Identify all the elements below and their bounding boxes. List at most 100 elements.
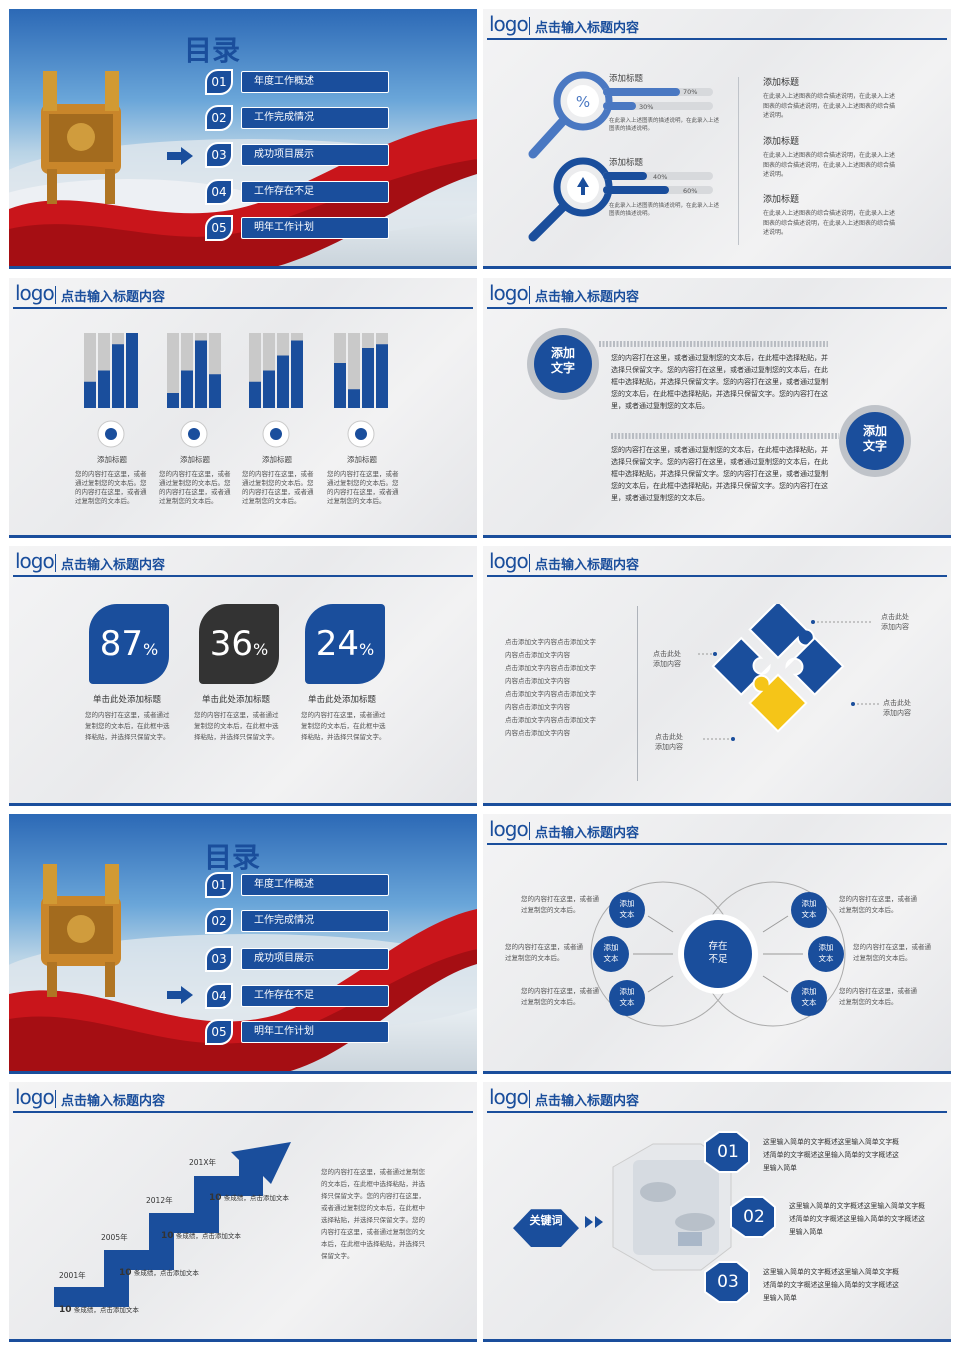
toc-num: 02 (205, 908, 233, 934)
logo: logo (489, 12, 529, 36)
logo: logo (489, 281, 529, 305)
side-title: 添加标题 (763, 78, 800, 88)
bar (126, 333, 138, 408)
divider (637, 606, 638, 781)
slide-title: 点击输入标题内容 (61, 558, 166, 573)
venn-graphic (590, 881, 846, 1027)
percent-unit: % (253, 640, 269, 659)
venn-text: 您的内容打在这里，或者通过复制您的文本后。 (505, 943, 583, 962)
slide-header: logo 点击输入标题内容 (483, 9, 951, 40)
slide-header: logo 点击输入标题内容 (9, 1082, 477, 1113)
magnifier-desc: 在此录入上述图表的描述说明，在此录入上述图表的描述说明。 (609, 118, 720, 132)
venn-text: 您的内容打在这里，或者通过复制您的文本后。 (839, 895, 917, 914)
toc-label: 成功项目展示 (241, 144, 389, 166)
percent-title: 单击此处添加标题 (308, 695, 377, 705)
group-text: 您的内容打在这里，或者通过复制您的文本后。您的内容打在这里，或者通过复制您的文本… (159, 470, 231, 505)
bar-label: 60% (683, 187, 698, 195)
keyword-label: 关键词 (529, 1214, 563, 1227)
progress-bar-fill (603, 88, 680, 96)
right-arrow-icon (167, 147, 193, 165)
slide-title: 点击输入标题内容 (535, 826, 640, 841)
stair-num: 10 (119, 1268, 132, 1278)
slide-toc-2[interactable]: 目录 01 年度工作概述 02 工作完成情况 03 成功项目展示 04 工作存在不足 0… (9, 814, 477, 1074)
toc-num: 05 (205, 215, 233, 241)
toc-label: 明年工作计划 (241, 217, 389, 239)
hex-text: 这里输入简单的文字概述这里输入简单文字概述简单的文字概述这里输入简单的文字概述这… (789, 1202, 925, 1236)
magnifier-desc: 在此录入上述图表的描述说明，在此录入上述图表的描述说明。 (609, 203, 720, 217)
puzzle-label: 点击此处 添加内容 (655, 733, 683, 751)
magnifier-bars (603, 88, 713, 194)
slide-toc-1[interactable]: 目录 01 年度工作概述 02 工作完成情况 03 成功项目展示 04 工作存在不足 0… (9, 9, 477, 269)
slide-header: logo 点击输入标题内容 (9, 546, 477, 577)
group-title: 添加标题 (262, 455, 292, 464)
hex-graphic (513, 1131, 776, 1303)
bar (98, 370, 110, 408)
stairs-graphic (54, 1142, 291, 1307)
slide-header: logo 点击输入标题内容 (483, 1082, 951, 1113)
slide-bars[interactable]: logo 点击输入标题内容 添加标题 您的内容打在这里，或者通过复制您的文本后。… (9, 278, 477, 538)
toc-label: 成功项目展示 (241, 948, 389, 970)
divider (738, 77, 739, 245)
stair-item: 10 条成绩，点击添加文本 (119, 1267, 199, 1279)
circle-decor (527, 328, 911, 477)
bar (291, 340, 303, 408)
percent-card: 87% (89, 604, 169, 684)
logo: logo (489, 817, 529, 841)
percent-title: 单击此处添加标题 (202, 695, 271, 705)
toc-label: 工作存在不足 (241, 181, 389, 203)
year-label: 2001年 (59, 1271, 86, 1280)
percent-card: 36% (199, 604, 279, 684)
toc-num: 05 (205, 1019, 233, 1045)
percent-value: 87 (99, 624, 144, 664)
stair-item: 10 条成绩，点击添加文本 (161, 1230, 241, 1242)
paragraph: 您的内容打在这里，或者通过复制您的文本后，在此框中选择粘贴，并选择只保留文字。您… (611, 446, 828, 502)
percent-text: 您的内容打在这里，或者通过复制您的文本后，在此框中选择粘贴，并选择只保留文字。 (301, 711, 386, 741)
group-title: 添加标题 (180, 455, 210, 464)
toc-label: 年度工作概述 (241, 71, 389, 93)
bar-groups (84, 333, 388, 448)
stair-text: 条成绩，点击添加文本 (223, 1194, 289, 1202)
group-title: 添加标题 (97, 455, 127, 464)
slide-title: 点击输入标题内容 (535, 290, 640, 305)
puzzle-leaders (698, 620, 881, 741)
toc-label: 明年工作计划 (241, 1021, 389, 1043)
percent-icon: % (576, 93, 590, 111)
toc-num: 03 (205, 142, 233, 168)
bar (249, 381, 261, 408)
venn-text: 您的内容打在这里，或者通过复制您的文本后。 (521, 895, 599, 914)
side-text: 在此录入上述图表的综合描述说明，在此录入上述图表的综合描述说明，在此录入上述图表… (763, 152, 896, 178)
puzzle-label: 点击此处 添加内容 (653, 650, 681, 668)
percent-text: 您的内容打在这里，或者通过复制您的文本后，在此框中选择粘贴，并选择只保留文字。 (194, 711, 279, 741)
stair-text: 条成绩，点击添加文本 (133, 1269, 199, 1277)
puzzle-graphic (711, 604, 845, 733)
slide-circle-text[interactable]: logo 点击输入标题内容 添加 文字 添加 文字 您的内容打在这里，或者通过复… (483, 278, 951, 538)
slide-stairs[interactable]: logo 点击输入标题内容 2001年 2005年 2012年 201X年 10… (9, 1082, 477, 1342)
slide-percents[interactable]: logo 点击输入标题内容 87% 36% 24% 单击此处添加标题 您的内容打… (9, 546, 477, 806)
bar (112, 344, 124, 408)
toc-label: 工作完成情况 (241, 910, 389, 932)
magnifier-title-2: 添加标题 (609, 158, 644, 168)
toc-num: 02 (205, 105, 233, 131)
stair-item: 10 条成绩，点击添加文本 (209, 1192, 289, 1204)
stair-item: 10 条成绩，点击添加文本 (59, 1304, 139, 1316)
percent-card: 24% (305, 604, 385, 684)
upload-icon (577, 177, 589, 195)
bar (362, 348, 374, 408)
slide-puzzle[interactable]: logo 点击输入标题内容 点击添加文字内容点击添加文字 内容点击添加文字内容 点… (483, 546, 951, 806)
slide-header: logo 点击输入标题内容 (483, 278, 951, 309)
logo: logo (15, 1085, 55, 1109)
bar (348, 389, 360, 408)
right-arrow-icon (167, 986, 193, 1004)
venn-node: 添加 文本 (619, 987, 635, 1007)
bar (167, 393, 179, 408)
slide-magnifier[interactable]: logo 点击输入标题内容 % 添加标题 70% 30% 在此录入上述图表的描述… (483, 9, 951, 269)
stair-text: 条成绩，点击添加文本 (73, 1306, 139, 1314)
bar-label: 30% (639, 103, 654, 111)
bar (84, 381, 96, 408)
bar (209, 374, 221, 408)
venn-text: 您的内容打在这里，或者通过复制您的文本后。 (839, 987, 917, 1006)
magnifier-2 (528, 157, 613, 242)
slide-venn[interactable]: logo 点击输入标题内容 存在 不足 添加 文本 添加 文本 添加 文本 添加… (483, 814, 951, 1074)
stair-num: 10 (161, 1231, 174, 1241)
slide-hexes[interactable]: logo 点击输入标题内容 关键词 01 02 03 这里输入简单的文字概述这里… (483, 1082, 951, 1342)
